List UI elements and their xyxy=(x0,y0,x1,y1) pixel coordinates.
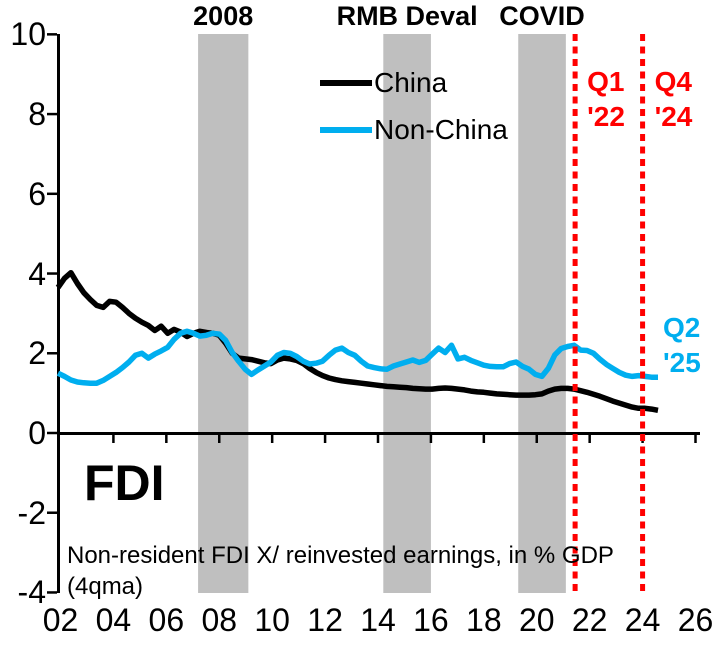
x-tick-label: 12 xyxy=(307,602,343,638)
china-line-swatch xyxy=(320,79,372,86)
band-label-rmb-deval: RMB Deval xyxy=(336,1,478,31)
event-band xyxy=(198,34,249,593)
y-tick-label: 4 xyxy=(28,255,46,292)
x-tick-label: 22 xyxy=(571,602,608,638)
event-band xyxy=(518,34,566,593)
x-tick-label: 14 xyxy=(360,602,396,638)
y-tick-label: 2 xyxy=(28,335,46,372)
y-tick-label: 8 xyxy=(28,96,46,133)
chart-footnote: Non-resident FDI X/ reinvested earnings,… xyxy=(67,540,614,602)
x-tick-label: 26 xyxy=(677,602,714,638)
y-tick-label: 6 xyxy=(28,175,46,212)
event-band xyxy=(383,34,431,593)
vline-label-q1-22: Q1 '22 xyxy=(587,66,625,132)
band-label-covid: COVID xyxy=(499,1,585,31)
band-label-2008: 2008 xyxy=(193,1,254,31)
x-tick-label: 06 xyxy=(148,602,185,638)
y-tick-label: 0 xyxy=(28,415,46,451)
chart-title: FDI xyxy=(84,455,165,511)
y-tick-label: 10 xyxy=(10,16,46,53)
x-tick-label: 08 xyxy=(201,602,238,638)
legend-label-non-china: Non-China xyxy=(374,114,508,145)
footnote-line-2: (4qma) xyxy=(67,573,144,600)
footnote-line-1: Non-resident FDI X/ reinvested earnings,… xyxy=(67,542,614,569)
series-end-label-q2-25: Q2 '25 xyxy=(663,312,701,378)
x-tick-label: 24 xyxy=(624,602,661,638)
y-tick-label: -2 xyxy=(17,494,46,531)
legend-item-china: China xyxy=(320,66,447,99)
x-tick-label: 18 xyxy=(466,602,502,638)
y-tick-label: -4 xyxy=(17,574,46,611)
x-tick-label: 10 xyxy=(254,602,290,638)
x-tick-label: 04 xyxy=(95,602,132,638)
series-line-non-china xyxy=(56,328,658,386)
x-tick-label: 16 xyxy=(413,602,449,638)
legend-item-non-china: Non-China xyxy=(320,113,508,146)
x-tick-label: 02 xyxy=(42,602,79,638)
non-china-line-swatch xyxy=(320,126,372,133)
legend-label-china: China xyxy=(374,67,448,98)
vline-label-q4-24: Q4 '24 xyxy=(654,66,693,132)
x-tick-label: 20 xyxy=(518,602,555,638)
series-line-china xyxy=(55,269,659,414)
